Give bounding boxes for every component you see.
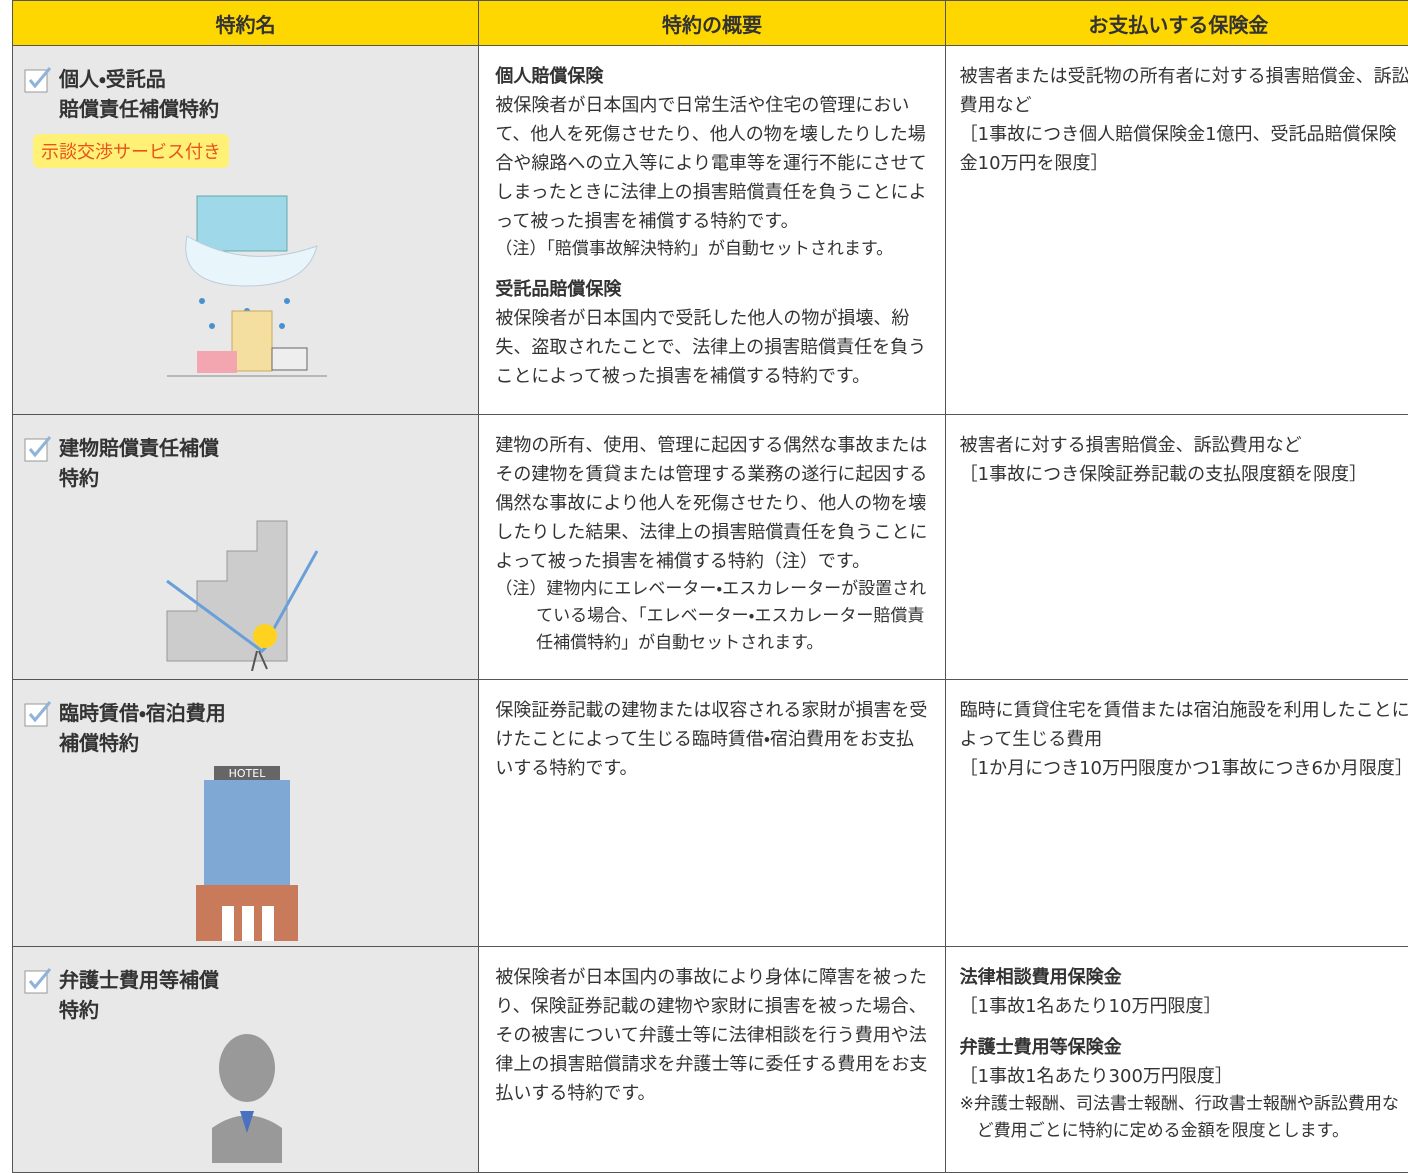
overview-heading: 受託品賠償保険 bbox=[495, 279, 622, 300]
check-icon bbox=[24, 67, 52, 93]
rider-name: 個人・受託品賠償責任補償特約 bbox=[23, 64, 470, 124]
overview-text: 被保険者が日本国内で受託した他人の物が損壊、紛失、盗取されたことで、法律上の損害… bbox=[495, 308, 927, 387]
payment-block: 法律相談費用保険金 ［1事故1名あたり10万円限度］ bbox=[960, 963, 1408, 1021]
payment-text: ［1事故1名あたり300万円限度］ bbox=[959, 1066, 1233, 1087]
illustration: HOTEL bbox=[195, 766, 298, 941]
payment-cell: 被害者に対する損害賠償金、訴訟費用など ［1事故につき保険証券記載の支払限度額を… bbox=[944, 414, 1408, 680]
name-line: 建物賠償責任補償 bbox=[59, 436, 219, 460]
name-line: 補償特約 bbox=[59, 731, 139, 755]
row: 臨時賃借・宿泊費用 補償特約 HOTEL 保険証券記載の建物または収容される家財が… bbox=[11, 679, 1408, 947]
payment-cell: 法律相談費用保険金 ［1事故1名あたり10万円限度］ 弁護士費用等保険金 ［1事… bbox=[944, 946, 1408, 1173]
payment-text: ［1事故につき保険証券記載の支払限度額を限度］ bbox=[959, 464, 1368, 485]
payment-heading: 法律相談費用保険金 bbox=[959, 967, 1122, 988]
name-cell: 建物賠償責任補償 特約 bbox=[11, 414, 480, 680]
payment-heading: 弁護士費用等保険金 bbox=[959, 1037, 1122, 1058]
hotel-sign: HOTEL bbox=[228, 767, 266, 780]
name-line: 弁護士費用等補償 bbox=[59, 968, 219, 992]
header-cell: 特約名 bbox=[11, 0, 480, 46]
payment-text: ［1か月につき10万円限度かつ1事故につき6か月限度］ bbox=[959, 758, 1408, 779]
payment-text: 臨時に賃貸住宅を賃借または宿泊施設を利用したことによって生じる費用 bbox=[959, 700, 1408, 750]
overview-note: （注）建物内にエレベーター・エスカレーターが設置されている場合、「エレベーター・… bbox=[495, 579, 927, 653]
overview-block: 個人賠償保険 被保険者が日本国内で日常生活や住宅の管理において、他人を死傷させた… bbox=[495, 62, 930, 263]
payment-text: ［1事故1名あたり10万円限度］ bbox=[959, 996, 1222, 1017]
name-line: 賠償責任補償特約 bbox=[59, 97, 219, 121]
overview-cell: 建物の所有、使用、管理に起因する偶然な事故またはその建物を賃貸または管理する業務… bbox=[478, 414, 946, 680]
badge: 示談交渉サービス付き bbox=[33, 134, 229, 168]
rider-name: 弁護士費用等補償 特約 bbox=[23, 965, 470, 1025]
overview-cell: 被保険者が日本国内の事故により身体に障害を被ったり、保険証券記載の建物や家財に損… bbox=[478, 946, 946, 1173]
illustration bbox=[166, 195, 327, 377]
illustration bbox=[211, 1034, 282, 1163]
overview-block: 受託品賠償保険 被保険者が日本国内で受託した他人の物が損壊、紛失、盗取されたこと… bbox=[495, 275, 930, 391]
payment-text: 被害者または受託物の所有者に対する損害賠償金、訴訟費用など bbox=[959, 66, 1408, 116]
header-cell: お支払いする保険金 bbox=[944, 0, 1408, 46]
overview-note: （注）「賠償事故解決特約」が自動セットされます。 bbox=[495, 239, 894, 259]
row: 弁護士費用等補償 特約 被保険者が日本国内の事故により身体に障害を被ったり、保険証… bbox=[11, 946, 1408, 1173]
row: 個人・受託品賠償責任補償特約 示談交渉サービス付き 個人賠償保険 被保険者が日本… bbox=[11, 45, 1408, 415]
overview-text: 被保険者が日本国内で日常生活や住宅の管理において、他人を死傷させたり、他人の物を… bbox=[495, 95, 927, 232]
payment-text: 被害者に対する損害賠償金、訴訟費用など bbox=[959, 435, 1302, 456]
header-row: 特約名 特約の概要 お支払いする保険金 bbox=[11, 0, 1408, 46]
overview-text: 保険証券記載の建物または収容される家財が損害を受けたことによって生じる臨時賃借・… bbox=[495, 700, 928, 779]
payment-block: 弁護士費用等保険金 ［1事故1名あたり300万円限度］ ※弁護士報酬、司法書士報… bbox=[960, 1033, 1408, 1145]
rider-table: 特約名 特約の概要 お支払いする保険金 個人・受託品賠償責任補償特約 示談交渉サ… bbox=[11, 0, 1408, 1173]
overview-cell: 保険証券記載の建物または収容される家財が損害を受けたことによって生じる臨時賃借・… bbox=[478, 679, 946, 947]
payment-cell: 臨時に賃貸住宅を賃借または宿泊施設を利用したことによって生じる費用 ［1か月につ… bbox=[944, 679, 1408, 947]
name-cell: 弁護士費用等補償 特約 bbox=[11, 946, 480, 1173]
check-icon bbox=[24, 701, 52, 727]
name-cell: 個人・受託品賠償責任補償特約 示談交渉サービス付き bbox=[11, 45, 480, 415]
overview-heading: 個人賠償保険 bbox=[495, 66, 604, 87]
rider-name: 建物賠償責任補償 特約 bbox=[23, 433, 470, 493]
payment-text: ［1事故につき個人賠償保険金1億円、受託品賠償保険金10万円を限度］ bbox=[959, 124, 1397, 174]
header-cell: 特約の概要 bbox=[478, 0, 946, 46]
name-cell: 臨時賃借・宿泊費用 補償特約 HOTEL bbox=[11, 679, 480, 947]
name-line: 臨時賃借・宿泊費用 bbox=[59, 701, 226, 725]
payment-cell: 被害者または受託物の所有者に対する損害賠償金、訴訟費用など ［1事故につき個人賠… bbox=[944, 45, 1408, 415]
row: 建物賠償責任補償 特約 建物の所有、使用、管理に起因する偶然な事故またはその建物を… bbox=[11, 414, 1408, 680]
overview-cell: 個人賠償保険 被保険者が日本国内で日常生活や住宅の管理において、他人を死傷させた… bbox=[478, 45, 946, 415]
overview-text: 被保険者が日本国内の事故により身体に障害を被ったり、保険証券記載の建物や家財に損… bbox=[495, 967, 928, 1104]
payment-note: ※弁護士報酬、司法書士報酬、行政書士報酬や訴訟費用など費用ごとに特約に定める金額… bbox=[959, 1094, 1399, 1141]
overview-text: 建物の所有、使用、管理に起因する偶然な事故またはその建物を賃貸または管理する業務… bbox=[495, 435, 928, 572]
name-line: 特約 bbox=[59, 466, 99, 490]
check-icon bbox=[24, 968, 52, 994]
rider-name: 臨時賃借・宿泊費用 補償特約 bbox=[23, 698, 470, 758]
name-line: 特約 bbox=[59, 998, 99, 1022]
illustration bbox=[165, 520, 318, 671]
check-icon bbox=[24, 436, 52, 462]
name-line: 個人・受託品 bbox=[59, 67, 166, 91]
